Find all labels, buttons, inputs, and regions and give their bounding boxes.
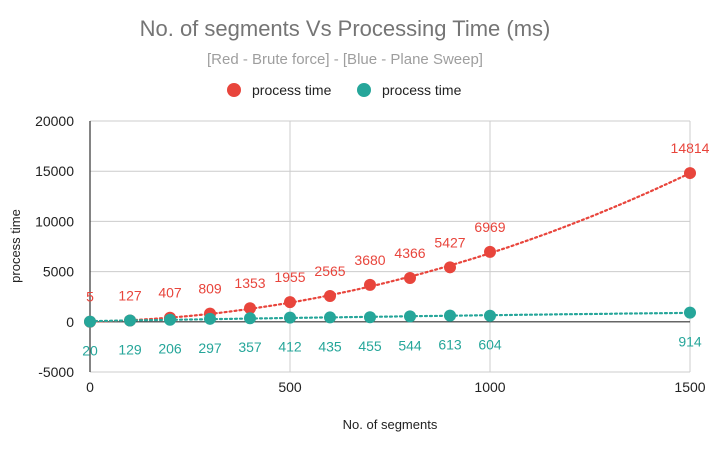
data-label-series-0: 407 (158, 285, 182, 301)
data-label-series-0: 1353 (234, 275, 265, 291)
data-point-series-0[interactable] (284, 296, 296, 309)
data-label-series-0: 14814 (671, 140, 710, 156)
y-tick-label: 10000 (35, 213, 74, 229)
data-label-series-1: 357 (238, 339, 262, 355)
data-point-series-0[interactable] (684, 167, 696, 180)
legend[interactable]: process time process time (227, 82, 462, 98)
data-label-series-1: 412 (278, 339, 302, 355)
y-tick-label: 0 (66, 314, 74, 330)
chart-title: No. of segments Vs Processing Time (ms) (140, 16, 551, 41)
data-point-series-1[interactable] (404, 310, 416, 323)
data-point-series-1[interactable] (284, 311, 296, 324)
trendline-series-0 (88, 172, 692, 323)
data-labels: 5 127 407 809 1353 1955 2565 3680 4366 5427 6969 14… (82, 140, 709, 359)
data-point-series-0[interactable] (324, 290, 336, 303)
trendline-series-1 (88, 311, 692, 323)
data-label-series-0: 5427 (434, 234, 465, 250)
data-point-series-1[interactable] (364, 311, 376, 324)
y-axis-title: process time (8, 209, 23, 283)
data-point-series-1[interactable] (204, 312, 216, 325)
data-label-series-0: 2565 (314, 263, 345, 279)
data-points (84, 167, 696, 328)
data-label-series-0: 809 (198, 281, 222, 297)
data-point-series-1[interactable] (84, 315, 96, 328)
data-point-series-0[interactable] (244, 302, 256, 315)
y-axis-ticks: -5000 0 5000 10000 15000 20000 (35, 113, 74, 380)
legend-marker-brute-force (227, 83, 241, 97)
trendlines (88, 172, 692, 323)
y-tick-label: 20000 (35, 113, 74, 129)
data-label-series-0: 6969 (474, 219, 505, 235)
data-point-series-1[interactable] (324, 311, 336, 324)
data-point-series-1[interactable] (684, 306, 696, 319)
x-tick-label: 1000 (474, 379, 505, 395)
data-label-series-0: 4366 (394, 245, 425, 261)
data-point-series-0[interactable] (484, 245, 496, 258)
x-tick-label: 0 (86, 379, 94, 395)
y-tick-label: 15000 (35, 163, 74, 179)
data-point-series-0[interactable] (404, 271, 416, 284)
data-point-series-0[interactable] (444, 261, 456, 274)
data-point-series-1[interactable] (244, 312, 256, 325)
x-tick-label: 500 (278, 379, 302, 395)
gridlines (90, 120, 691, 373)
data-label-series-0: 1955 (274, 269, 305, 285)
data-label-series-0: 3680 (354, 252, 385, 268)
data-label-series-1: 206 (158, 341, 182, 357)
y-tick-label: -5000 (38, 364, 74, 380)
legend-label-brute-force: process time (252, 82, 332, 98)
data-label-series-1: 544 (398, 337, 422, 353)
legend-label-plane-sweep: process time (382, 82, 462, 98)
data-label-series-1: 297 (198, 340, 222, 356)
data-label-series-1: 129 (118, 342, 142, 358)
chart-subtitle: [Red - Brute force] - [Blue - Plane Swee… (207, 51, 483, 68)
x-axis-ticks: 0 500 1000 1500 (86, 379, 706, 395)
data-point-series-1[interactable] (484, 309, 496, 322)
data-point-series-1[interactable] (164, 313, 176, 326)
axes (89, 121, 690, 372)
data-label-series-1: 455 (358, 338, 382, 354)
data-label-series-0: 5 (86, 289, 94, 305)
legend-marker-plane-sweep (357, 83, 371, 97)
data-label-series-1: 20 (82, 343, 98, 359)
data-label-series-1: 914 (678, 334, 702, 350)
data-label-series-0: 127 (118, 288, 142, 304)
data-label-series-1: 613 (438, 337, 462, 353)
x-axis-title: No. of segments (343, 417, 438, 432)
data-label-series-1: 604 (478, 337, 502, 353)
data-point-series-1[interactable] (124, 314, 136, 327)
data-label-series-1: 435 (318, 338, 342, 354)
data-point-series-0[interactable] (364, 278, 376, 291)
x-tick-label: 1500 (674, 379, 705, 395)
data-point-series-1[interactable] (444, 309, 456, 322)
y-tick-label: 5000 (43, 264, 74, 280)
